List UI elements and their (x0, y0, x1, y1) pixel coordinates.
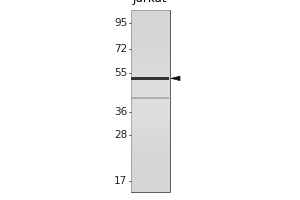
Text: 17: 17 (114, 176, 128, 186)
Polygon shape (171, 76, 180, 81)
Text: Jurkat: Jurkat (133, 0, 167, 5)
Bar (131, 77, 169, 80)
Text: 55: 55 (114, 68, 128, 78)
Text: 72: 72 (114, 44, 128, 54)
Bar (130, 10, 170, 192)
Bar (131, 97, 169, 99)
Text: 36: 36 (114, 107, 128, 117)
Text: 28: 28 (114, 130, 128, 140)
Text: 95: 95 (114, 18, 128, 28)
